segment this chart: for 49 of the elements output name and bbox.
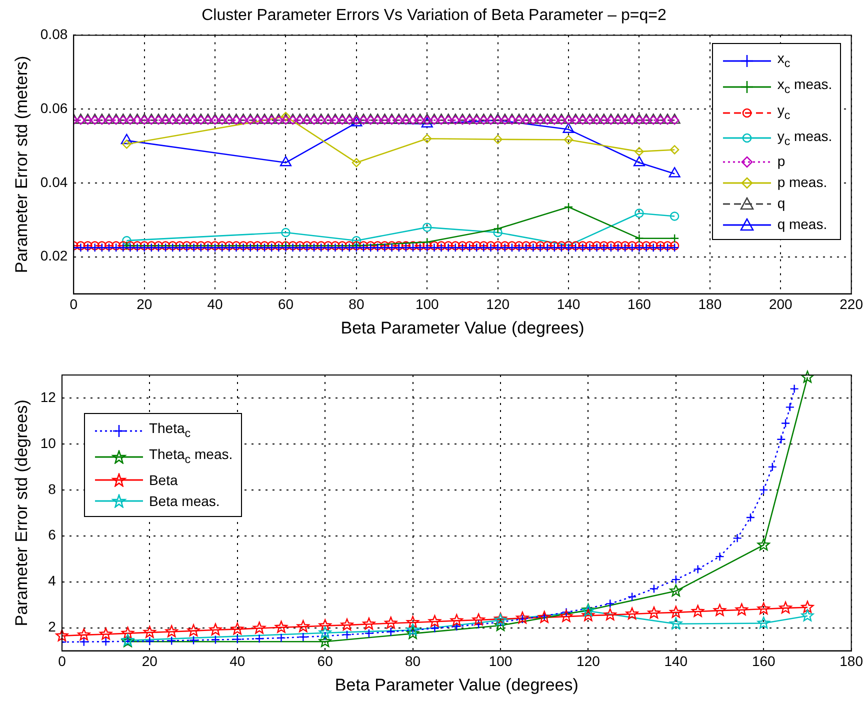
x-tick-label: 40 [207, 296, 224, 312]
x-tick-label: 140 [664, 653, 688, 670]
y-tick-label: 12 [40, 388, 56, 405]
legend-label: y$_{c}$ [777, 100, 790, 124]
y-tick-label: 6 [48, 526, 56, 543]
y-tick-label: 10 [40, 434, 56, 451]
x-tick-label: 0 [58, 653, 66, 670]
x-tick-label: 180 [840, 653, 864, 670]
x-tick-label: 60 [317, 653, 334, 670]
x-axis-title: Beta Parameter Value (degrees) [340, 318, 584, 338]
x-tick-label: 100 [415, 296, 440, 312]
x-tick-label: 20 [142, 653, 158, 670]
legend-label: q [777, 194, 786, 214]
x-tick-label: 120 [576, 653, 600, 670]
legend-label: Theta$_{c}$ meas. [148, 444, 233, 468]
x-tick-label: 0 [70, 296, 78, 312]
x-tick-label: 100 [488, 653, 512, 670]
legend-label: q meas. [777, 215, 828, 234]
x-tick-label: 140 [556, 296, 580, 312]
x-tick-label: 60 [278, 296, 294, 312]
y-axis-title: Parameter Error std (degrees) [12, 400, 31, 626]
y-tick-label: 0.02 [40, 248, 68, 264]
chart-title: Cluster Parameter Errors Vs Variation of Beta Parameter – p=q=2 [202, 7, 666, 24]
x-tick-label: 40 [230, 653, 246, 670]
x-tick-label: 160 [628, 296, 652, 312]
y-tick-label: 4 [48, 572, 56, 589]
y-tick-label: 0.04 [40, 174, 68, 190]
legend-label: x$_{c}$ [777, 49, 790, 72]
x-tick-label: 200 [768, 296, 793, 312]
x-tick-label: 80 [405, 653, 421, 670]
legend-label: p meas. [777, 173, 828, 192]
legend-label: p [777, 152, 786, 172]
x-tick-label: 120 [486, 296, 510, 312]
x-tick-label: 180 [698, 296, 722, 312]
y-tick-label: 2 [48, 618, 56, 635]
x-tick-label: 80 [348, 296, 364, 312]
legend-label: Beta meas. [148, 492, 220, 511]
y-axis-title: Parameter Error std (meters) [12, 56, 31, 274]
x-tick-label: 20 [136, 296, 152, 312]
legend-label: Theta$_{c}$ [148, 419, 191, 442]
y-tick-label: 8 [48, 480, 56, 497]
legend-label: Beta [148, 470, 178, 490]
x-tick-label: 160 [752, 653, 776, 670]
legend-label: y$_{c}$ meas. [777, 126, 832, 150]
x-axis-title: Beta Parameter Value (degrees) [334, 675, 578, 694]
y-tick-label: 0.08 [40, 26, 68, 42]
y-tick-label: 0.06 [40, 100, 68, 116]
legend-label: x$_{c}$ meas. [777, 74, 832, 98]
x-tick-label: 220 [840, 296, 864, 312]
